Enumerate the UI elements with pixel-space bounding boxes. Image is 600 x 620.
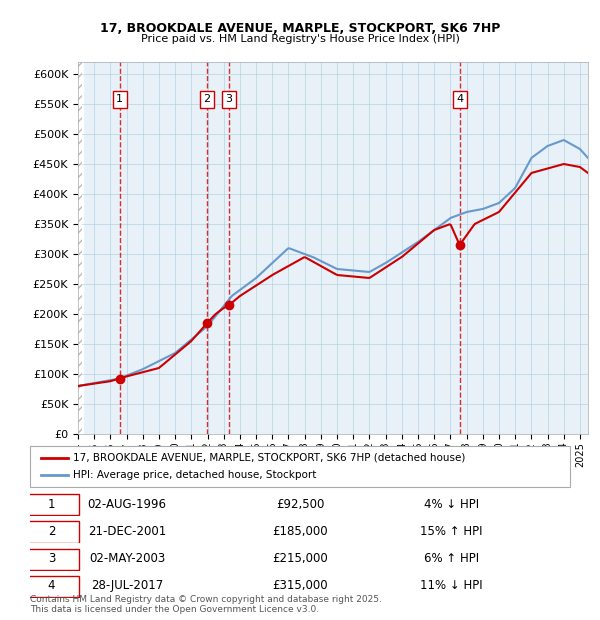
Text: 28-JUL-2017: 28-JUL-2017 [91, 579, 163, 592]
Text: 02-MAY-2003: 02-MAY-2003 [89, 552, 166, 565]
Text: 15% ↑ HPI: 15% ↑ HPI [420, 525, 482, 538]
Text: 21-DEC-2001: 21-DEC-2001 [88, 525, 166, 538]
Text: This data is licensed under the Open Government Licence v3.0.: This data is licensed under the Open Gov… [30, 604, 319, 614]
Text: Price paid vs. HM Land Registry's House Price Index (HPI): Price paid vs. HM Land Registry's House … [140, 34, 460, 44]
FancyBboxPatch shape [25, 549, 79, 570]
Text: 6% ↑ HPI: 6% ↑ HPI [424, 552, 479, 565]
Text: 2: 2 [48, 525, 55, 538]
Text: Contains HM Land Registry data © Crown copyright and database right 2025.: Contains HM Land Registry data © Crown c… [30, 595, 382, 604]
Text: 1: 1 [116, 94, 124, 104]
FancyBboxPatch shape [25, 576, 79, 597]
FancyBboxPatch shape [25, 521, 79, 542]
Text: 3: 3 [48, 552, 55, 565]
Text: £315,000: £315,000 [272, 579, 328, 592]
Text: £92,500: £92,500 [276, 497, 324, 510]
Text: 4: 4 [48, 579, 55, 592]
Text: 02-AUG-1996: 02-AUG-1996 [88, 497, 167, 510]
Text: 17, BROOKDALE AVENUE, MARPLE, STOCKPORT, SK6 7HP: 17, BROOKDALE AVENUE, MARPLE, STOCKPORT,… [100, 22, 500, 35]
Text: 11% ↓ HPI: 11% ↓ HPI [420, 579, 482, 592]
Text: 1: 1 [48, 497, 55, 510]
Text: 3: 3 [226, 94, 233, 104]
Text: 4: 4 [456, 94, 463, 104]
Text: £215,000: £215,000 [272, 552, 328, 565]
Text: 2: 2 [203, 94, 211, 104]
FancyBboxPatch shape [25, 494, 79, 515]
FancyBboxPatch shape [30, 446, 570, 487]
Bar [78, 62, 83, 434]
Text: £185,000: £185,000 [272, 525, 328, 538]
Text: HPI: Average price, detached house, Stockport: HPI: Average price, detached house, Stoc… [73, 471, 317, 480]
Text: 4% ↓ HPI: 4% ↓ HPI [424, 497, 479, 510]
Text: 17, BROOKDALE AVENUE, MARPLE, STOCKPORT, SK6 7HP (detached house): 17, BROOKDALE AVENUE, MARPLE, STOCKPORT,… [73, 453, 466, 463]
